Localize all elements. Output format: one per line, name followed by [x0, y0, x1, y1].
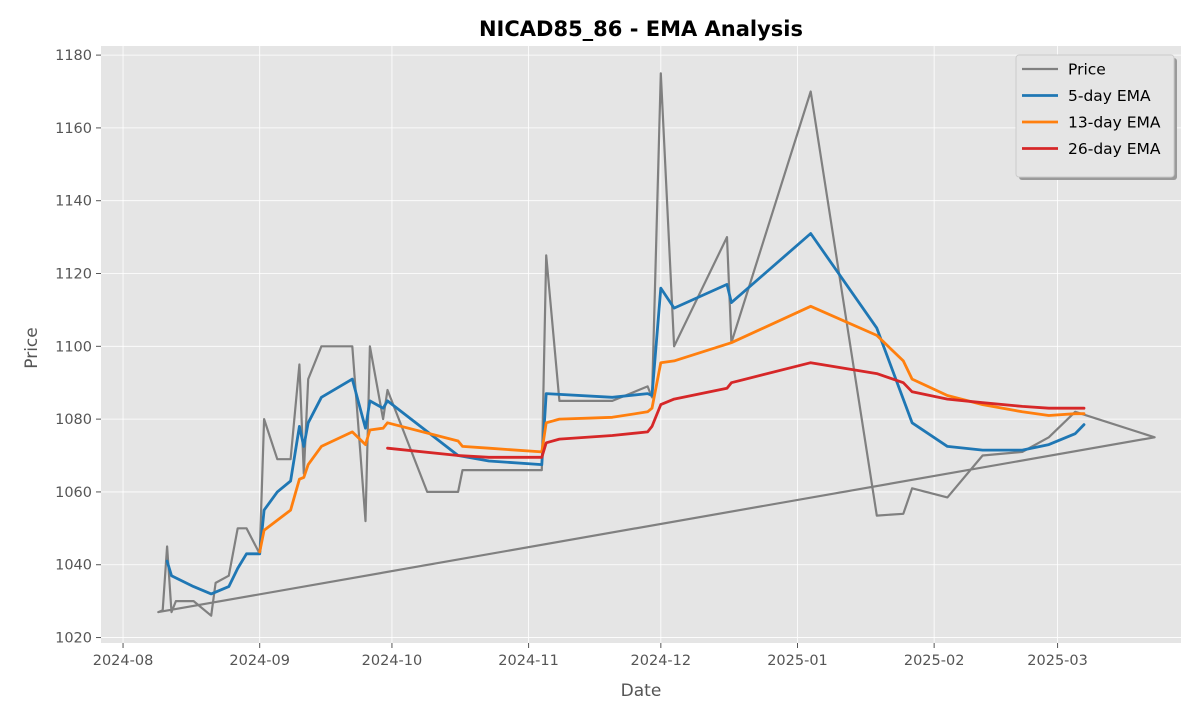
y-tick-label: 1040 [55, 558, 92, 574]
axis-ticks: 2024-08 2024-09 2024-10 2024-11 2024-12 2025-… [55, 48, 1088, 669]
x-tick-label: 2024-11 [498, 653, 559, 669]
legend-label: Price [1068, 61, 1106, 79]
x-tick-label: 2024-08 [93, 653, 154, 669]
series-lines [157, 72, 1156, 617]
y-tick-label: 1060 [55, 485, 92, 501]
x-tick-label: 2025-01 [767, 653, 828, 669]
y-axis-label: Price [22, 327, 42, 368]
legend-box [1015, 54, 1175, 178]
y-tick-label: 1080 [55, 412, 92, 428]
legend-label: 26-day EMA [1068, 140, 1161, 158]
y-tick-label: 1120 [55, 267, 92, 283]
y-tick-label: 1020 [55, 631, 92, 647]
chart-title: NICAD85_86 - EMA Analysis [479, 17, 803, 41]
x-tick-label: 2024-09 [229, 653, 290, 669]
y-tick-label: 1180 [55, 48, 92, 64]
legend-label: 5-day EMA [1068, 87, 1151, 105]
series-line-price [157, 72, 1156, 617]
legend: Price 5-day EMA 13-day EMA 26-day EMA [1015, 54, 1177, 180]
legend-label: 13-day EMA [1068, 114, 1161, 132]
x-tick-label: 2024-12 [631, 653, 692, 669]
x-tick-label: 2025-02 [904, 653, 965, 669]
x-tick-label: 2024-10 [362, 653, 423, 669]
x-tick-label: 2025-03 [1027, 653, 1088, 669]
series-line-13-day-ema [258, 304, 1086, 554]
y-tick-label: 1100 [55, 339, 92, 355]
series-line-5-day-ema [165, 232, 1086, 596]
plot-area [101, 46, 1181, 643]
x-axis-label: Date [621, 681, 662, 701]
y-tick-label: 1160 [55, 121, 92, 137]
series-line-26-day-ema [386, 361, 1086, 459]
y-tick-label: 1140 [55, 194, 92, 210]
